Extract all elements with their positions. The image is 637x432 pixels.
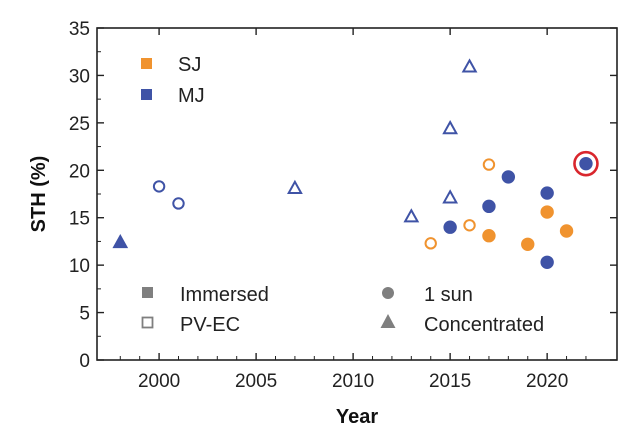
legend-marker-sj bbox=[141, 58, 152, 69]
data-point-triangle bbox=[287, 179, 303, 194]
y-tick-label: 5 bbox=[79, 304, 90, 325]
legend-label-mj: MJ bbox=[178, 85, 205, 107]
y-tick-label: 15 bbox=[69, 209, 90, 230]
highlight-ring bbox=[573, 150, 599, 177]
y-tick-label: 20 bbox=[69, 161, 90, 182]
data-point-circle bbox=[482, 158, 496, 171]
y-axis: 0 5 10 15 20 25 30 35 bbox=[69, 19, 617, 372]
x-axis: 2000 2005 2010 2015 2020 bbox=[119, 28, 587, 392]
data-point-circle bbox=[424, 237, 437, 250]
x-tick-label: 2015 bbox=[429, 371, 471, 392]
legend-marker-1-sun bbox=[382, 287, 394, 299]
legend-marker-immersed bbox=[142, 287, 153, 298]
data-point-circle bbox=[559, 224, 574, 238]
y-tick-label: 35 bbox=[69, 19, 90, 40]
plot-border bbox=[96, 27, 618, 361]
data-point-triangle bbox=[442, 189, 459, 204]
data-point-circle bbox=[501, 170, 516, 184]
data-point-circle bbox=[443, 220, 457, 234]
data-point-circle bbox=[579, 156, 593, 171]
legend-label-pv-ec: PV-EC bbox=[180, 314, 240, 336]
data-point-circle bbox=[540, 205, 554, 219]
data-point-circle bbox=[540, 255, 554, 269]
legend-marker-mj bbox=[141, 89, 152, 100]
legend-label-sj: SJ bbox=[178, 54, 201, 76]
x-tick-label: 2000 bbox=[138, 371, 180, 392]
data-point-triangle bbox=[442, 119, 459, 135]
data-point-circle bbox=[172, 197, 185, 210]
data-point-triangle bbox=[403, 208, 420, 223]
x-axis-title: Year bbox=[336, 406, 378, 428]
data-point-circle bbox=[521, 237, 535, 251]
legend-marker-pv-ec bbox=[141, 316, 154, 329]
legend-label-immersed: Immersed bbox=[180, 284, 269, 306]
y-tick-label: 0 bbox=[79, 351, 90, 372]
data-point-triangle bbox=[461, 58, 478, 73]
data-point-circle bbox=[482, 199, 496, 214]
plot-frame bbox=[96, 27, 618, 361]
x-tick-label: 2010 bbox=[332, 371, 374, 392]
x-tick-label: 2005 bbox=[235, 371, 277, 392]
legend: SJ MJ Immersed PV-EC 1 sun Concentrated bbox=[141, 54, 544, 336]
y-axis-title: STH (%) bbox=[28, 156, 50, 233]
x-tick-label: 2020 bbox=[526, 371, 568, 392]
data-point-circle bbox=[482, 229, 496, 243]
data-point-triangle bbox=[112, 233, 129, 249]
data-point-circle bbox=[152, 180, 166, 193]
y-tick-label: 30 bbox=[69, 66, 90, 87]
data-points bbox=[112, 58, 599, 269]
data-point-circle bbox=[463, 219, 476, 232]
legend-label-concentrated: Concentrated bbox=[424, 314, 544, 336]
y-tick-label: 25 bbox=[69, 114, 90, 135]
data-point-circle bbox=[540, 186, 554, 200]
legend-label-1-sun: 1 sun bbox=[424, 284, 473, 306]
y-tick-label: 10 bbox=[69, 256, 90, 277]
legend-marker-concentrated bbox=[380, 314, 396, 328]
